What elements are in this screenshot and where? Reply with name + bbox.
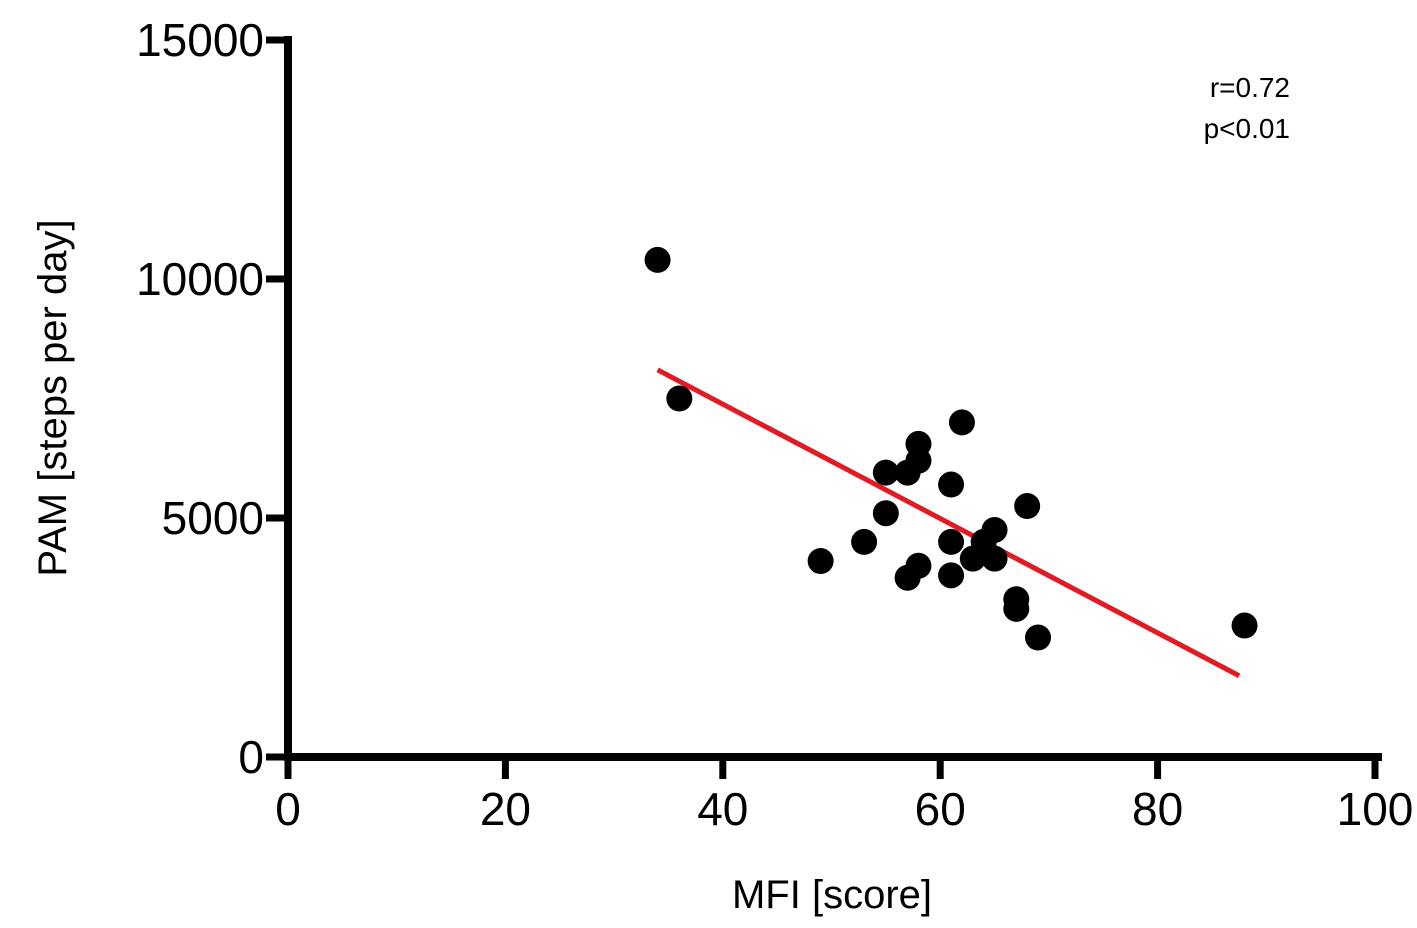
data-point [872, 500, 899, 527]
data-point [1025, 624, 1052, 651]
y-tick-label: 15000 [136, 14, 264, 66]
ticks: 0 20 40 60 80 100 0 5000 10000 15000 [136, 14, 1413, 835]
y-tick-label: 0 [238, 731, 264, 783]
data-point [938, 528, 965, 555]
x-tick-label: 20 [480, 783, 531, 835]
x-tick-label: 100 [1337, 783, 1414, 835]
data-point [938, 471, 965, 498]
axes [284, 36, 1382, 761]
data-point [807, 548, 834, 575]
data-point [938, 562, 965, 589]
y-tick-label: 5000 [162, 492, 264, 544]
x-tick-label: 80 [1132, 783, 1183, 835]
y-axis-title: PAM [steps per day] [31, 219, 75, 576]
data-point [1014, 493, 1041, 520]
data-point [872, 459, 899, 486]
x-tick-label: 60 [915, 783, 966, 835]
data-point [644, 246, 671, 273]
plot-marks [644, 246, 1258, 678]
x-tick-label: 0 [275, 783, 301, 835]
data-point [905, 447, 932, 474]
data-point [981, 545, 1008, 572]
annotation-p: p<0.01 [1204, 113, 1290, 144]
data-point [905, 552, 932, 579]
annotation-r: r=0.72 [1210, 72, 1290, 103]
data-point [948, 409, 975, 436]
x-tick-label: 40 [697, 783, 748, 835]
x-axis-title: MFI [score] [732, 873, 932, 917]
data-point [851, 528, 878, 555]
data-point [981, 516, 1008, 543]
data-point [1003, 595, 1030, 622]
data-point [1231, 612, 1258, 639]
trend-line [656, 367, 1241, 678]
data-point [666, 385, 693, 412]
y-tick-label: 10000 [136, 253, 264, 305]
